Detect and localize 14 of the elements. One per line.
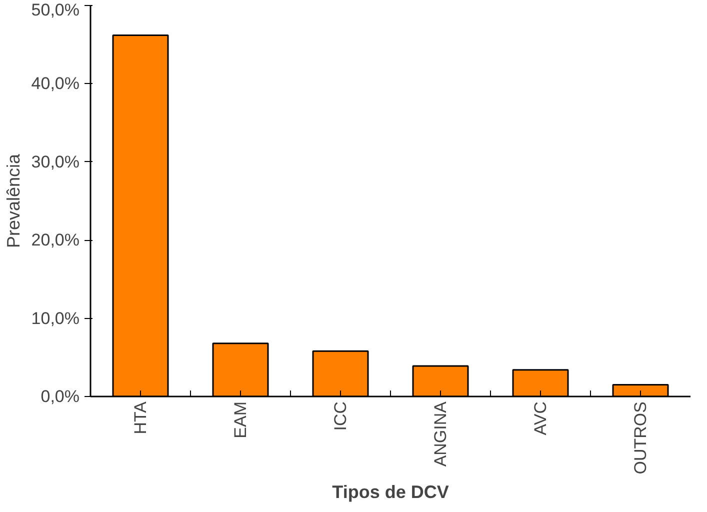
y-tick-label: 0,0% xyxy=(40,387,80,406)
y-tick-label: 20,0% xyxy=(31,230,80,250)
y-tick-label: 40,0% xyxy=(31,74,80,94)
x-tick-label: EAM xyxy=(231,401,250,438)
y-tick-label: 30,0% xyxy=(31,152,80,172)
x-tick-label: OUTROS xyxy=(631,401,650,474)
x-tick-label: ANGINA xyxy=(431,400,450,467)
x-tick-label: HTA xyxy=(131,400,150,434)
y-axis-title: Prevalência xyxy=(3,152,24,248)
x-axis-title: Tipos de DCV xyxy=(332,482,449,502)
y-tick-label: 50,0% xyxy=(31,0,80,20)
y-tick-label: 10,0% xyxy=(31,308,80,328)
x-tick-label: AVC xyxy=(531,401,550,436)
x-tick-label: ICC xyxy=(331,401,350,431)
